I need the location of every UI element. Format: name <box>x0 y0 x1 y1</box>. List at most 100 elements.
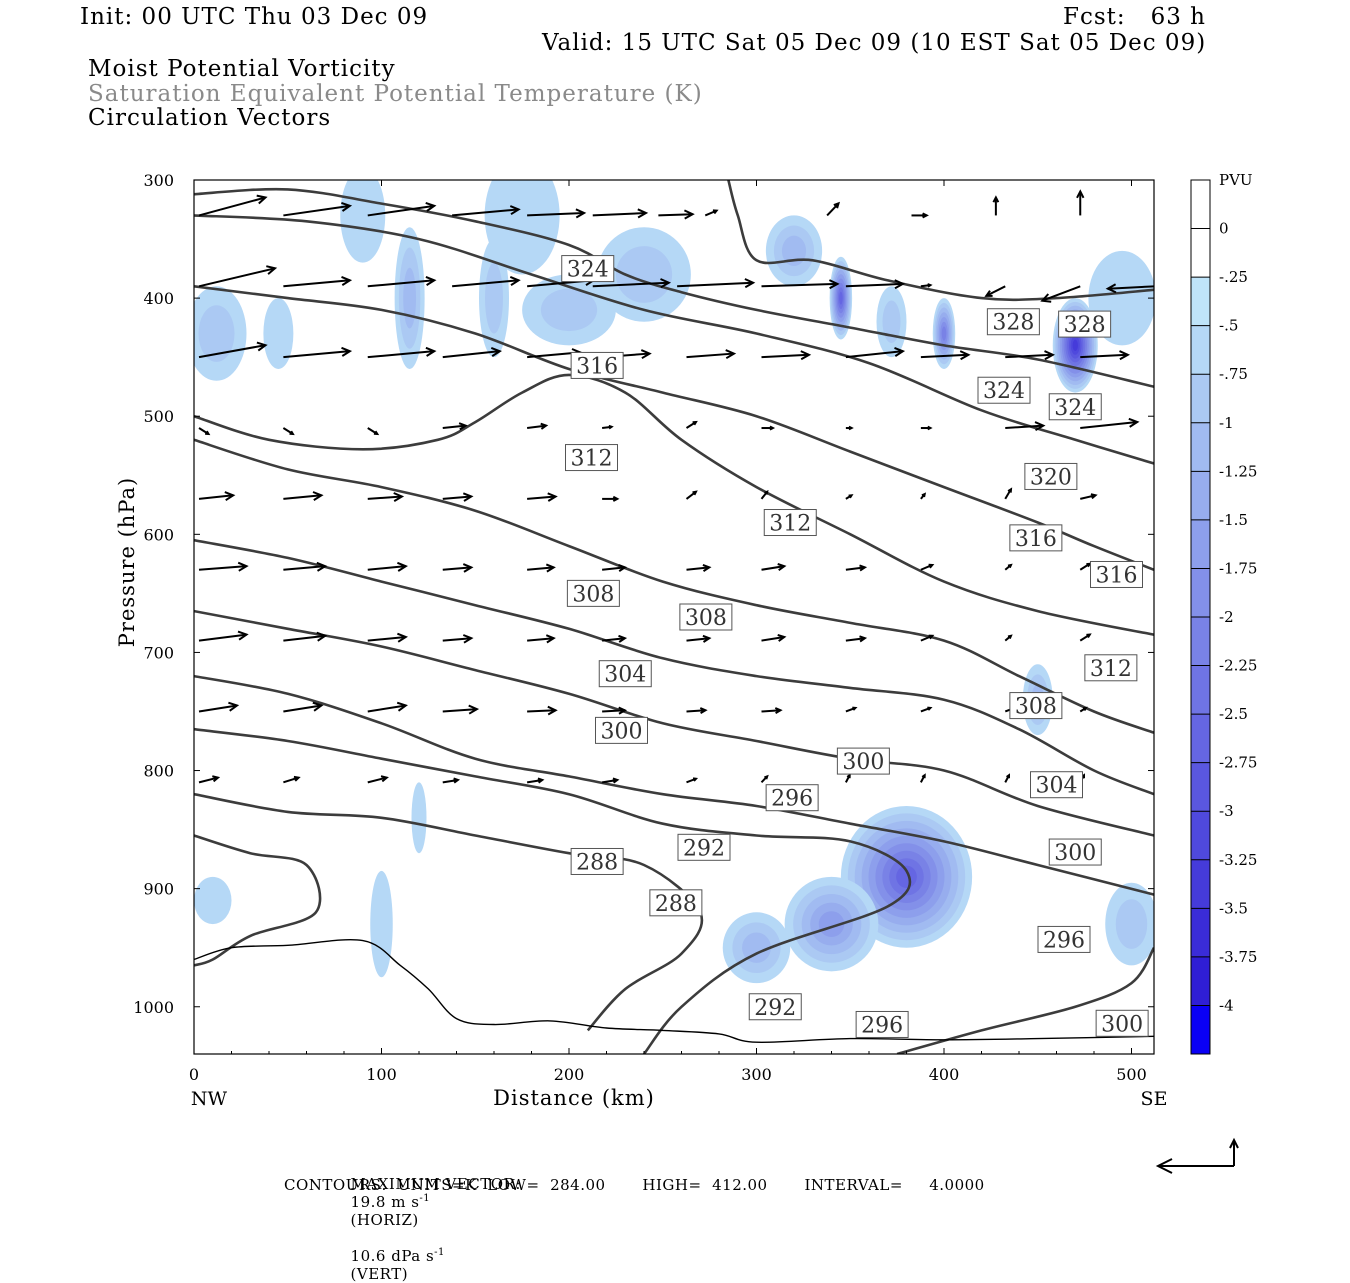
max-vector-vert: 10.6 dPa s <box>350 1247 435 1265</box>
contour-label: 328 <box>986 308 1040 336</box>
circulation-vector <box>1004 634 1013 642</box>
circulation-vector <box>686 707 708 715</box>
colorbar-title: PVU <box>1219 171 1253 189</box>
circulation-vector <box>367 275 437 288</box>
contour-label: 296 <box>1037 925 1091 953</box>
vector-head <box>637 208 649 219</box>
contour-label-box <box>565 444 618 472</box>
contour-label-box <box>598 660 652 688</box>
vector-head <box>984 290 993 297</box>
vector-head <box>725 349 737 360</box>
vector-head <box>462 563 474 573</box>
contour-label: 300 <box>595 716 648 744</box>
circulation-vector <box>1005 350 1056 361</box>
theta-e-contour <box>194 727 912 1054</box>
colorbar-tick-label: -2.25 <box>1219 657 1257 675</box>
mpv-blob <box>394 227 425 369</box>
contour-label-text: 324 <box>983 379 1025 404</box>
contour-label-text: 312 <box>571 447 613 472</box>
circulation-vector <box>845 706 858 713</box>
vector-head <box>380 775 389 783</box>
contour-label: 304 <box>598 660 652 688</box>
vector-head <box>425 201 437 212</box>
vector-head <box>237 630 249 641</box>
vector-head <box>228 701 240 712</box>
circulation-vector <box>686 349 737 360</box>
vector-shaft <box>761 636 785 642</box>
colorbar-segment <box>1191 714 1210 764</box>
vector-shaft <box>367 776 387 784</box>
vector-head <box>316 631 328 642</box>
mpv-shade-level <box>198 305 235 362</box>
vector-head <box>312 491 324 501</box>
contour-label: 328 <box>1058 310 1112 338</box>
vector-shaft <box>442 424 466 430</box>
vector-head <box>846 773 851 779</box>
vector-head <box>764 774 769 780</box>
max-vector-horiz-unit: (HORIZ) <box>350 1211 419 1229</box>
circulation-vector <box>826 201 841 217</box>
vector-shaft <box>826 202 840 217</box>
colorbar-segment <box>1191 374 1210 424</box>
vector-head <box>545 634 556 644</box>
contour-label-text: 312 <box>1090 657 1132 682</box>
axes: 300 400 500 600 700 800 900 1000 0 100 200 300 400 50… <box>115 171 1167 1110</box>
vector-head <box>547 492 558 502</box>
circulation-vector <box>527 634 556 644</box>
vector-shaft <box>198 633 247 642</box>
circulation-vector <box>367 701 408 713</box>
vector-shaft <box>761 565 785 571</box>
vector-head <box>702 563 712 572</box>
vector-head <box>1044 350 1056 361</box>
circulation-vector <box>1079 706 1088 713</box>
circulation-vector <box>601 424 614 430</box>
x-tick-label: 200 <box>554 1065 585 1084</box>
mpv-shade-level <box>1072 339 1078 352</box>
circulation-vector <box>992 195 1000 216</box>
contour-label-text: 296 <box>771 787 813 812</box>
contour-label-box <box>765 784 819 812</box>
circulation-vector <box>845 564 868 572</box>
mpv-shade-level <box>742 932 771 963</box>
vector-head <box>852 706 858 711</box>
circulation-vector <box>760 489 769 500</box>
circulation-vector <box>592 278 672 289</box>
init-time: Init: 00 UTC Thu 03 Dec 09 <box>80 4 429 30</box>
vector-shaft <box>442 778 459 784</box>
circulation-vector <box>283 275 353 288</box>
vector-head <box>540 422 549 430</box>
colorbar-segment <box>1191 1005 1210 1055</box>
mpv-shade-level <box>1115 899 1148 949</box>
contour-label: 316 <box>1009 524 1063 552</box>
contour-label: 288 <box>570 847 624 875</box>
vector-head <box>1007 563 1013 569</box>
vector-head <box>224 491 236 502</box>
vector-head <box>1040 293 1052 303</box>
x-tick-label: 100 <box>366 1065 397 1084</box>
contour-label: 324 <box>977 376 1031 404</box>
vector-head <box>1105 283 1117 294</box>
circulation-vector <box>1079 633 1092 642</box>
circulation-vector <box>527 705 558 716</box>
vector-shaft <box>602 637 626 642</box>
circulation-vector <box>367 346 437 359</box>
vector-head <box>612 495 620 502</box>
vector-head <box>928 634 935 640</box>
colorbar-tick-label: 0 <box>1219 220 1229 238</box>
mpv-blob <box>340 180 386 263</box>
contour-label: 316 <box>1090 560 1143 588</box>
mpv-shade-level <box>941 326 947 341</box>
mpv-shade-level <box>896 865 917 889</box>
y-axis-label: Pressure (hPa) <box>115 477 139 647</box>
circulation-vector <box>283 701 324 713</box>
colorbar-segment <box>1191 228 1210 278</box>
theta-e-contour <box>194 674 1154 896</box>
vector-shaft <box>452 208 519 217</box>
ref-vector-vert-head <box>1229 1137 1239 1149</box>
mpv-blob <box>194 286 247 381</box>
vector-shaft <box>198 704 238 713</box>
circulation-vector <box>1080 350 1131 361</box>
vector-head <box>927 283 933 288</box>
circulation-vector <box>686 563 712 572</box>
circulation-vector <box>911 212 929 219</box>
